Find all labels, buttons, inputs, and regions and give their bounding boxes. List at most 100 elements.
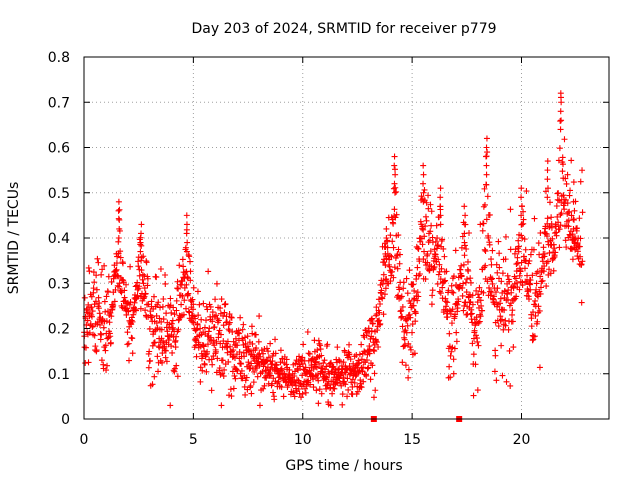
- data-point: [372, 387, 379, 394]
- x-tick-label: 15: [403, 432, 421, 448]
- data-point: [143, 259, 150, 266]
- data-point: [339, 391, 346, 398]
- data-point: [93, 347, 100, 354]
- data-point: [243, 374, 250, 381]
- data-point: [416, 270, 423, 277]
- data-point: [113, 260, 120, 267]
- data-point: [291, 372, 298, 379]
- data-point: [529, 272, 536, 279]
- peak-point: [461, 230, 468, 237]
- data-point: [195, 312, 202, 319]
- peak-point: [557, 126, 564, 133]
- data-point: [463, 276, 470, 283]
- data-point: [400, 279, 407, 286]
- data-point: [220, 373, 227, 380]
- data-point: [499, 372, 506, 379]
- data-point: [544, 258, 551, 265]
- data-point: [370, 347, 377, 354]
- data-point: [377, 300, 384, 307]
- data-point: [270, 375, 277, 382]
- peak-point: [570, 225, 577, 232]
- data-point: [523, 188, 530, 195]
- data-point: [475, 291, 482, 298]
- data-point: [221, 309, 228, 316]
- data-point: [486, 284, 492, 291]
- data-point: [509, 307, 516, 314]
- data-point: [261, 382, 268, 389]
- y-tick-label: 0: [61, 412, 70, 428]
- data-point: [119, 260, 126, 267]
- data-point: [393, 188, 400, 195]
- data-point: [439, 284, 446, 291]
- data-point: [372, 337, 379, 344]
- peak-point: [558, 99, 565, 106]
- data-point: [536, 307, 543, 314]
- data-point: [91, 332, 98, 339]
- data-point: [349, 376, 356, 383]
- y-axis-title: SRMTID / TECUs: [6, 182, 22, 295]
- data-point: [259, 368, 266, 375]
- data-point: [477, 313, 484, 320]
- data-point: [488, 256, 495, 263]
- data-point: [524, 272, 531, 279]
- data-point: [234, 342, 241, 349]
- data-point: [213, 312, 220, 319]
- data-point: [557, 222, 564, 229]
- peak-point: [483, 171, 490, 178]
- data-point: [460, 280, 467, 287]
- data-point: [415, 293, 422, 300]
- data-point: [212, 296, 219, 303]
- data-point: [535, 293, 542, 300]
- data-point: [486, 211, 493, 218]
- data-point: [270, 389, 277, 396]
- data-point: [422, 223, 429, 230]
- data-point: [248, 360, 255, 367]
- data-point: [560, 192, 567, 199]
- data-point: [295, 385, 302, 392]
- data-point: [458, 262, 465, 269]
- data-point: [138, 242, 145, 249]
- data-point: [435, 256, 442, 263]
- data-point: [272, 350, 279, 357]
- peak-point: [570, 216, 577, 223]
- data-point: [237, 314, 244, 321]
- data-point: [564, 200, 571, 207]
- data-point: [447, 352, 454, 359]
- data-point: [229, 329, 236, 336]
- data-point: [95, 294, 102, 301]
- data-point: [542, 188, 549, 195]
- data-point: [369, 362, 376, 369]
- data-point: [116, 280, 123, 287]
- data-point: [328, 359, 335, 366]
- data-point: [448, 320, 455, 327]
- data-point: [424, 251, 431, 258]
- data-point: [200, 300, 207, 307]
- data-point: [86, 268, 93, 275]
- data-point: [173, 297, 180, 304]
- data-point: [123, 311, 130, 318]
- data-point: [144, 282, 151, 289]
- data-point: [376, 317, 383, 324]
- data-point: [169, 349, 176, 356]
- data-point: [474, 299, 481, 306]
- data-point: [452, 247, 459, 254]
- data-point: [356, 359, 363, 366]
- data-point: [435, 271, 442, 278]
- data-point: [525, 296, 532, 303]
- data-point: [446, 330, 453, 337]
- data-point: [303, 383, 310, 390]
- data-point: [327, 384, 334, 391]
- data-point: [577, 235, 584, 242]
- data-point: [568, 212, 575, 219]
- data-point: [537, 230, 544, 237]
- data-point: [358, 341, 365, 348]
- data-point: [168, 309, 175, 316]
- data-point: [393, 211, 400, 218]
- data-point: [217, 340, 224, 347]
- data-point: [371, 370, 378, 377]
- data-point: [512, 275, 519, 282]
- data-point: [315, 400, 322, 407]
- data-point: [420, 256, 427, 263]
- data-point: [176, 262, 183, 269]
- data-point: [449, 306, 456, 313]
